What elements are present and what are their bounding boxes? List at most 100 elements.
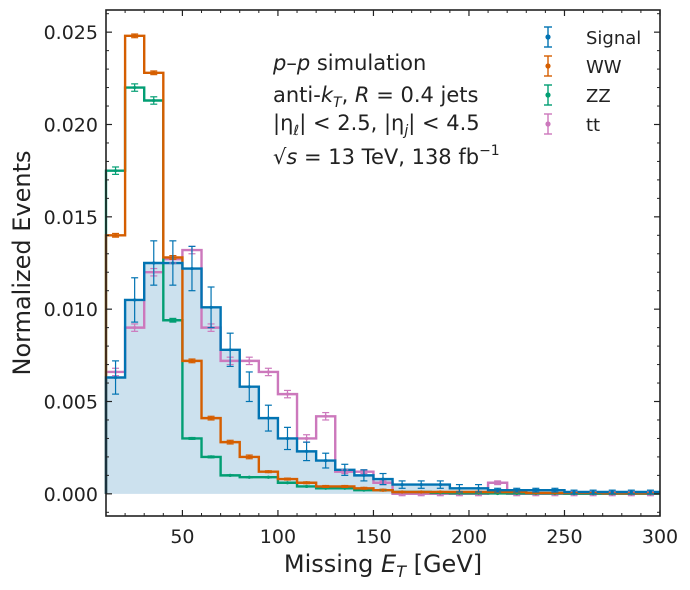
error-bar-signal bbox=[188, 245, 196, 292]
data-point bbox=[419, 490, 423, 494]
legend-label: ZZ bbox=[586, 86, 611, 107]
data-point bbox=[400, 483, 404, 487]
error-bar-signal bbox=[608, 489, 616, 495]
error-bar-signal bbox=[417, 480, 425, 489]
data-point bbox=[152, 98, 156, 103]
legend-item-tt: tt bbox=[544, 113, 600, 136]
error-bar-ww bbox=[398, 490, 406, 494]
data-point bbox=[113, 233, 118, 237]
data-point bbox=[266, 475, 270, 479]
data-point bbox=[266, 416, 270, 420]
data-point bbox=[629, 490, 633, 494]
error-bar-tt bbox=[322, 411, 330, 421]
error-bar-signal bbox=[589, 489, 597, 495]
data-point bbox=[190, 359, 194, 363]
data-point bbox=[266, 370, 270, 374]
y-tick-label: 0.025 bbox=[44, 22, 98, 44]
error-bar-ww bbox=[303, 481, 311, 485]
error-bar-zz bbox=[188, 436, 196, 441]
data-point bbox=[610, 490, 614, 494]
error-bar-zz bbox=[112, 166, 120, 175]
error-bar-ww bbox=[226, 439, 234, 445]
data-point bbox=[304, 436, 309, 441]
legend-marker bbox=[545, 63, 551, 69]
data-point bbox=[419, 483, 423, 487]
data-point bbox=[362, 486, 366, 490]
error-bar-zz bbox=[131, 83, 139, 92]
error-bar-ww bbox=[341, 484, 349, 489]
data-point bbox=[113, 169, 118, 173]
error-bar-ww bbox=[283, 477, 291, 481]
error-bar-ww bbox=[417, 490, 425, 494]
data-point bbox=[457, 486, 462, 490]
data-point bbox=[247, 455, 251, 459]
error-bar-signal bbox=[169, 240, 177, 286]
data-point bbox=[152, 71, 156, 75]
data-point bbox=[324, 484, 328, 489]
legend-item-signal: Signal bbox=[544, 26, 641, 49]
error-bar-ww bbox=[150, 70, 158, 76]
data-point bbox=[171, 318, 175, 322]
data-point bbox=[381, 488, 385, 492]
data-point bbox=[515, 488, 519, 492]
error-bar-signal bbox=[150, 240, 158, 286]
data-point bbox=[476, 486, 481, 490]
data-point bbox=[572, 490, 576, 494]
plot-frame bbox=[105, 9, 661, 517]
data-point bbox=[247, 475, 251, 479]
error-bar-ww bbox=[436, 490, 444, 494]
data-point bbox=[133, 326, 137, 330]
data-point bbox=[381, 477, 385, 481]
error-bar-signal bbox=[627, 489, 635, 495]
data-point bbox=[133, 34, 137, 38]
data-point bbox=[304, 484, 309, 489]
legend-item-zz: ZZ bbox=[544, 84, 611, 107]
error-bar-signal bbox=[303, 441, 311, 462]
error-bar-signal bbox=[494, 487, 502, 493]
error-bar-zz bbox=[303, 484, 311, 489]
data-point bbox=[266, 470, 270, 474]
error-bar-signal bbox=[379, 472, 387, 486]
data-point bbox=[591, 490, 595, 494]
error-bar-ww bbox=[379, 488, 387, 492]
error-bar-signal bbox=[398, 480, 406, 489]
legend-item-ww: WW bbox=[544, 55, 622, 78]
legend-marker bbox=[545, 92, 551, 98]
x-tick-label: 200 bbox=[451, 526, 487, 548]
data-point bbox=[324, 414, 328, 418]
error-bar-ww bbox=[188, 358, 196, 364]
data-point bbox=[438, 483, 442, 487]
error-bar-signal bbox=[551, 487, 559, 493]
y-tick-label: 0.010 bbox=[44, 299, 98, 321]
x-tick-label: 300 bbox=[642, 526, 678, 548]
x-axis-label: Missing ET [GeV] bbox=[284, 550, 482, 581]
data-point bbox=[648, 490, 653, 494]
series-line-signal bbox=[104, 261, 660, 494]
error-bar-ww bbox=[322, 484, 330, 489]
error-bar-ww bbox=[360, 486, 368, 490]
error-bar-signal bbox=[455, 484, 463, 493]
error-bar-zz bbox=[150, 96, 158, 105]
error-bar-tt bbox=[131, 323, 139, 332]
error-bar-signal bbox=[264, 404, 272, 432]
error-bar-zz bbox=[283, 481, 291, 485]
data-point bbox=[113, 375, 118, 380]
error-bar-zz bbox=[245, 475, 253, 479]
error-bar-zz bbox=[226, 473, 234, 477]
error-bar-signal bbox=[341, 463, 349, 476]
data-point bbox=[285, 436, 290, 441]
error-bar-signal bbox=[131, 277, 139, 323]
data-point bbox=[324, 458, 328, 463]
series-fill-signal bbox=[106, 263, 660, 494]
data-point bbox=[496, 488, 500, 492]
annotation-line-1: p–p simulation bbox=[272, 51, 426, 75]
annotation-line-2: anti-kT, R = 0.4 jets bbox=[273, 83, 478, 111]
y-tick-label: 0.000 bbox=[44, 484, 98, 506]
error-bar-ww bbox=[131, 33, 139, 39]
x-tick-label: 150 bbox=[355, 526, 391, 548]
y-axis-label: Normalized Events bbox=[8, 151, 36, 376]
annotation-line-3: |ηℓ| < 2.5, |ηj| < 4.5 bbox=[273, 111, 480, 139]
data-point bbox=[171, 261, 175, 265]
annotation-line-4: √s = 13 TeV, 138 fb−1 bbox=[273, 143, 500, 169]
